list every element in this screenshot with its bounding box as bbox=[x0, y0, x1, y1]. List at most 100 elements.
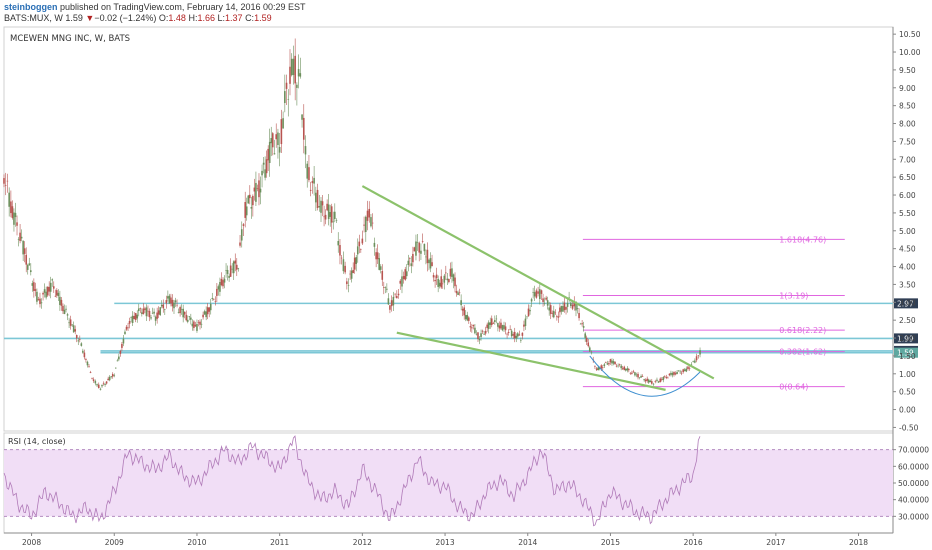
candle-body bbox=[42, 292, 44, 295]
candle-body bbox=[183, 311, 186, 315]
candle-body bbox=[261, 170, 263, 176]
candle-body bbox=[548, 307, 550, 311]
candle-body bbox=[683, 369, 686, 371]
candle-body bbox=[494, 320, 496, 323]
candle-body bbox=[631, 372, 633, 374]
candle-body bbox=[133, 316, 135, 319]
candle-body bbox=[75, 334, 78, 339]
rsi-layer bbox=[3, 435, 893, 527]
candle-body bbox=[527, 308, 530, 317]
candle-body bbox=[575, 301, 577, 311]
candle-body bbox=[506, 333, 508, 335]
candle-body bbox=[375, 252, 377, 260]
candle-body bbox=[69, 319, 72, 326]
candle-body bbox=[287, 99, 290, 100]
candle-body bbox=[429, 258, 432, 269]
candle-body bbox=[397, 293, 400, 296]
candle-body bbox=[386, 288, 388, 290]
candle-body bbox=[309, 189, 312, 191]
candle-body bbox=[641, 376, 644, 377]
rounding-bottom-arc bbox=[589, 355, 701, 397]
candle-body bbox=[692, 360, 694, 362]
candle-body bbox=[438, 282, 441, 287]
o-label: O: bbox=[158, 13, 169, 23]
candle-body bbox=[543, 303, 546, 304]
candle-body bbox=[530, 299, 533, 302]
price-tick-label: 6.00 bbox=[899, 191, 916, 200]
candle-body bbox=[457, 292, 459, 296]
time-tick-label: 2015 bbox=[601, 538, 620, 547]
candle-body bbox=[646, 378, 649, 381]
candle-body bbox=[237, 268, 240, 269]
candle-body bbox=[515, 335, 518, 339]
candle-body bbox=[390, 300, 393, 307]
candle-body bbox=[105, 381, 108, 384]
candle-body bbox=[699, 350, 701, 355]
candle-body bbox=[611, 360, 613, 364]
candle-body bbox=[498, 325, 501, 329]
ohlc-legend: BATS:MUX, W 1.59 ▼−0.02 (−1.24%) O:1.48 … bbox=[4, 13, 272, 23]
candle-body bbox=[292, 58, 295, 75]
candle-body bbox=[225, 270, 227, 271]
candle-body bbox=[448, 279, 450, 283]
author-name[interactable]: steinboggen bbox=[4, 2, 58, 12]
candle-body bbox=[373, 242, 376, 247]
candle-body bbox=[670, 372, 672, 375]
candle-body bbox=[278, 146, 281, 153]
candle-body bbox=[495, 318, 498, 320]
candle-body bbox=[190, 317, 192, 320]
candle-body bbox=[660, 379, 663, 380]
l-value: 1.37 bbox=[225, 13, 243, 23]
candle-body bbox=[455, 291, 458, 294]
candle-body bbox=[157, 310, 160, 315]
candle-body bbox=[313, 177, 315, 184]
candle-body bbox=[25, 254, 28, 265]
candle-body bbox=[401, 276, 403, 287]
candle-body bbox=[552, 310, 555, 318]
candle-body bbox=[342, 259, 345, 272]
candle-body bbox=[560, 306, 563, 312]
candle-body bbox=[665, 377, 668, 378]
candle-body bbox=[576, 308, 579, 309]
price-tick-label: -0.50 bbox=[899, 423, 919, 432]
candle-body bbox=[297, 69, 300, 77]
candle-body bbox=[68, 322, 70, 324]
price-badge bbox=[894, 298, 918, 309]
candle-body bbox=[507, 331, 510, 333]
candle-body bbox=[464, 315, 467, 320]
candle-body bbox=[31, 283, 34, 286]
rsi-tick-label: 50.0000 bbox=[898, 479, 929, 488]
candle-body bbox=[121, 343, 123, 348]
candle-body bbox=[231, 268, 233, 270]
candle-body bbox=[452, 274, 455, 282]
candle-body bbox=[635, 374, 638, 376]
c-value: 1.59 bbox=[254, 13, 272, 23]
price-badge-label: 2.97 bbox=[897, 299, 914, 308]
candle-body bbox=[206, 307, 209, 315]
candle-body bbox=[676, 371, 678, 375]
rsi-tick-label: 40.0000 bbox=[898, 496, 929, 505]
candle-body bbox=[529, 310, 531, 312]
candle-body bbox=[535, 290, 538, 298]
candle-body bbox=[410, 263, 413, 266]
candle-body bbox=[634, 372, 636, 376]
candle-body bbox=[695, 356, 698, 361]
candle-body bbox=[597, 367, 599, 371]
candle-body bbox=[608, 363, 610, 365]
candle-body bbox=[428, 259, 430, 264]
candle-body bbox=[259, 188, 262, 193]
candle-body bbox=[463, 307, 465, 316]
candle-body bbox=[71, 324, 73, 326]
candle-body bbox=[458, 292, 461, 294]
candle-body bbox=[657, 381, 660, 383]
candle-body bbox=[366, 210, 369, 221]
candle-body bbox=[23, 248, 26, 254]
candle-body bbox=[629, 372, 632, 374]
candle-body bbox=[4, 185, 7, 186]
candle-body bbox=[677, 370, 680, 372]
candle-body bbox=[94, 380, 97, 384]
candle-body bbox=[79, 339, 81, 340]
candle-body bbox=[36, 291, 38, 302]
candle-body bbox=[77, 340, 80, 342]
